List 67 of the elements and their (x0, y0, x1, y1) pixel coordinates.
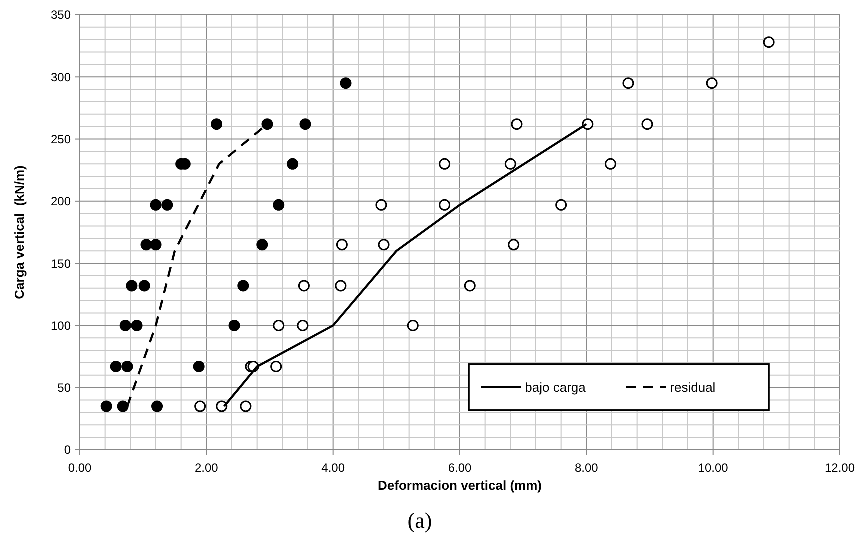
point (194, 400, 206, 412)
point (117, 400, 129, 412)
point (140, 239, 152, 251)
x-tick-label: 12.00 (824, 461, 856, 475)
y-tick-label: 200 (50, 194, 72, 209)
point (336, 239, 348, 251)
y-tick-label: 350 (50, 8, 72, 22)
point (162, 199, 174, 211)
point (270, 360, 282, 372)
legend-label: residual (670, 380, 716, 395)
point (642, 118, 654, 130)
x-axis-title: Deformacion vertical (mm) (378, 478, 542, 493)
point (604, 158, 616, 170)
point (439, 199, 451, 211)
x-tick-label: 0.00 (68, 461, 92, 475)
point (150, 239, 162, 251)
point (407, 320, 419, 332)
point (504, 158, 516, 170)
point (193, 360, 205, 372)
text: (a) (408, 508, 432, 533)
point (556, 199, 568, 211)
point (216, 400, 228, 412)
x-tick-label: 2.00 (194, 461, 219, 475)
point (335, 280, 347, 292)
point (131, 320, 143, 332)
point (100, 400, 112, 412)
y-tick-label: 300 (50, 70, 72, 84)
point (511, 118, 523, 130)
point (706, 78, 718, 90)
point (152, 400, 164, 412)
point (297, 320, 309, 332)
point (262, 118, 274, 130)
x-tick-label: 8.00 (574, 461, 599, 475)
point (378, 239, 390, 251)
point (238, 280, 250, 292)
y-tick-label: 150 (50, 256, 72, 271)
y-axis-title: Carga vertical (kN/m) (12, 166, 27, 300)
point (150, 199, 162, 211)
point (287, 158, 299, 170)
point (273, 199, 285, 211)
x-tick-label: 6.00 (448, 461, 472, 475)
point (256, 239, 268, 251)
y-tick-label: 0 (64, 443, 72, 458)
legend-label: bajo carga (525, 380, 587, 395)
point (211, 118, 223, 130)
x-tick-label: 4.00 (322, 461, 346, 475)
point (122, 360, 134, 372)
y-tick-label: 250 (50, 132, 72, 146)
y-tick-label: 50 (58, 381, 72, 396)
point (439, 158, 451, 170)
point (126, 280, 138, 292)
point (622, 78, 634, 90)
point (138, 280, 150, 292)
point (464, 280, 476, 292)
point (110, 360, 122, 372)
point (376, 199, 388, 211)
point (508, 239, 520, 251)
point (240, 400, 252, 412)
point (763, 36, 775, 48)
point (273, 320, 285, 332)
point (120, 320, 132, 332)
y-tick-label: 100 (50, 318, 72, 333)
point (300, 118, 312, 130)
point (298, 280, 310, 292)
x-tick-label: 10.00 (698, 461, 729, 475)
point (228, 320, 240, 332)
point (340, 78, 352, 90)
